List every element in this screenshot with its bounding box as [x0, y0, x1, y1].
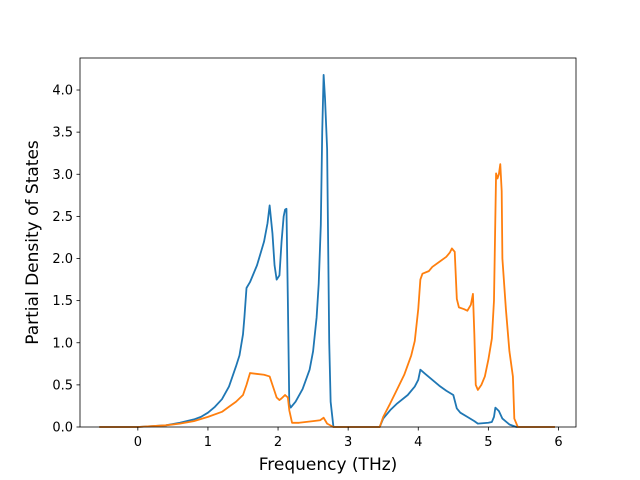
y-tick-label: 2.0 — [52, 252, 73, 267]
x-axis-label: Frequency (THz) — [259, 455, 398, 475]
x-tick-label: 2 — [274, 435, 282, 450]
y-axis-label: Partial Density of States — [23, 140, 43, 345]
series-1-line — [99, 73, 555, 428]
series-2-line — [99, 163, 555, 428]
x-tick-label: 3 — [344, 435, 352, 450]
y-tick-label: 3.5 — [52, 126, 73, 141]
y-tick-label: 0.0 — [52, 421, 73, 436]
x-tick-label: 5 — [484, 435, 492, 450]
x-tick-label: 4 — [414, 435, 422, 450]
y-tick-label: 2.5 — [52, 210, 73, 225]
y-tick-label: 1.0 — [52, 336, 73, 351]
x-tick-label: 1 — [204, 435, 212, 450]
series-layer — [99, 73, 555, 428]
x-tick-label: 0 — [134, 435, 142, 450]
y-tick-label: 0.5 — [52, 378, 73, 393]
y-axis: 0.0 0.5 1.0 1.5 2.0 2.5 3.0 3.5 4.0 — [52, 84, 80, 436]
y-tick-label: 3.0 — [52, 168, 73, 183]
y-tick-label: 4.0 — [52, 84, 73, 99]
x-axis: 0 1 2 3 4 5 6 — [134, 427, 563, 450]
plot-area-frame — [79, 57, 577, 428]
y-tick-label: 1.5 — [52, 294, 73, 309]
x-tick-label: 6 — [554, 435, 562, 450]
